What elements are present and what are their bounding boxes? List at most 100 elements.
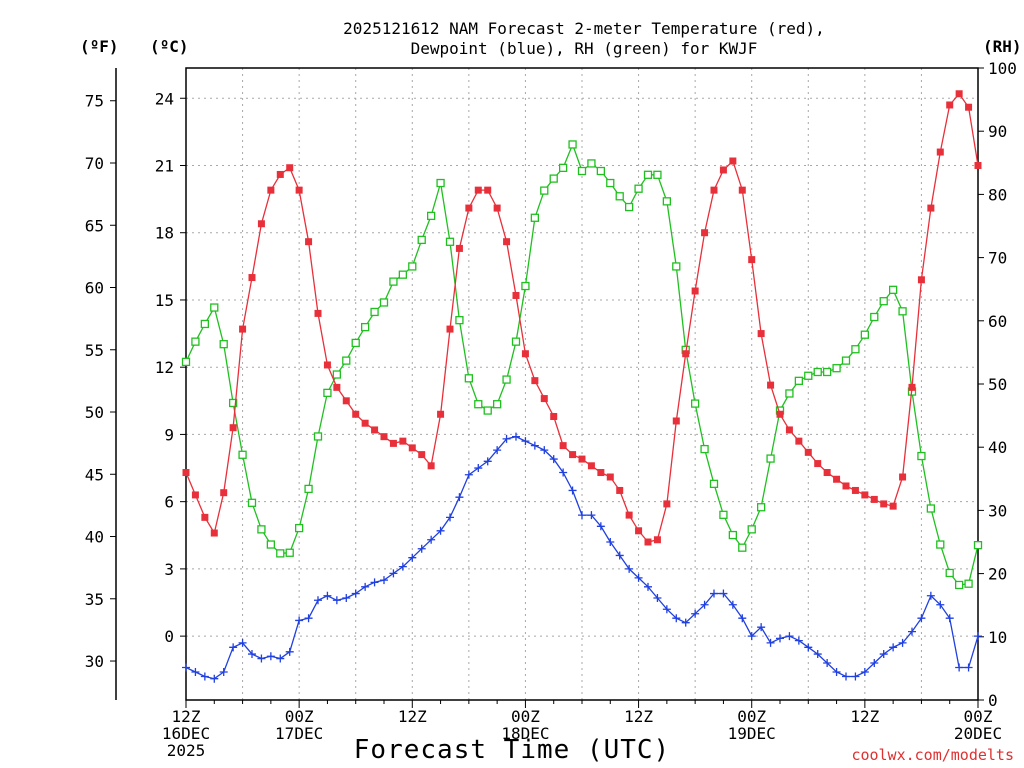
dewpoint-point	[898, 638, 907, 647]
dewpoint-point	[389, 569, 398, 578]
dewpoint-point	[304, 614, 313, 623]
dewpoint-line	[185, 436, 979, 680]
rh-point	[954, 580, 964, 590]
temperature-point	[936, 148, 944, 156]
temperature-point	[512, 291, 520, 299]
rh-point	[549, 174, 558, 183]
temperature-point	[408, 444, 416, 452]
rh-point	[398, 270, 408, 279]
rh-point	[379, 298, 389, 307]
temperature-point	[719, 166, 727, 174]
rh-tick-label: 70	[988, 249, 1007, 268]
rh-point	[766, 454, 775, 463]
rh-point	[936, 540, 945, 549]
rh-point	[426, 211, 436, 221]
fahrenheit-tick-label: 65	[85, 216, 104, 235]
dewpoint-point	[615, 551, 624, 560]
rh-point	[370, 307, 379, 317]
rh-tick-label: 60	[988, 312, 1007, 331]
dewpoint-point	[719, 589, 728, 598]
rh-point	[634, 184, 643, 193]
rh-point	[653, 170, 662, 179]
time-tick-label: 12Z	[398, 707, 427, 726]
temperature-point	[597, 469, 605, 477]
temperature-point	[550, 412, 558, 420]
dewpoint-point	[757, 623, 766, 632]
x-axis-label: Forecast Time (UTC)	[354, 735, 670, 765]
rh-point	[719, 510, 728, 519]
fahrenheit-tick-label: 40	[85, 528, 104, 547]
rh-point	[502, 375, 511, 384]
dewpoint-point	[578, 511, 586, 520]
dewpoint-point	[210, 674, 219, 683]
fahrenheit-axis: 30 35 40 45 50 55 60 65 70 75	[85, 92, 116, 671]
dewpoint-point	[540, 446, 549, 455]
dewpoint-point	[851, 672, 860, 681]
dewpoint-point	[889, 643, 898, 652]
temperature-point	[239, 325, 247, 333]
rh-point	[436, 178, 445, 188]
temperature-point	[578, 455, 586, 463]
celsius-tick-label: 15	[155, 291, 174, 310]
temperature-point	[729, 157, 737, 165]
grid-lines	[186, 68, 978, 700]
credit-text: coolwx.com/modelts	[851, 746, 1014, 764]
rh-point	[832, 364, 841, 373]
temperature-point	[333, 383, 341, 391]
rh-point	[511, 337, 521, 346]
temperature-point	[191, 491, 199, 499]
rh-point	[973, 541, 983, 550]
rh-point	[332, 370, 342, 379]
rh-point	[191, 337, 200, 346]
dewpoint-point	[832, 667, 841, 676]
temperature-point	[267, 186, 275, 194]
dewpoint-point	[455, 493, 464, 502]
temperature-point	[371, 426, 379, 434]
celsius-tick-label: 9	[164, 425, 174, 444]
dewpoint-point	[266, 652, 275, 661]
chart-title-line-2: Dewpoint (blue), RH (green) for KWJF	[411, 39, 758, 58]
dewpoint-point	[653, 594, 662, 603]
fahrenheit-tick-label: 75	[85, 92, 104, 111]
time-tick-label: 17DEC	[275, 724, 323, 743]
temperature-point	[965, 103, 973, 111]
dewpoint-point	[559, 468, 568, 477]
rh-axis-unit: (RH)	[983, 37, 1022, 56]
rh-tick-label: 10	[988, 628, 1007, 647]
time-tick-label: 19DEC	[728, 724, 776, 743]
rh-point	[643, 170, 653, 179]
temperature-point	[182, 469, 190, 477]
temperature-point	[767, 381, 775, 389]
temperature-point	[418, 451, 426, 459]
rh-point	[181, 357, 191, 367]
dewpoint-point	[295, 616, 304, 625]
rh-tick-label: 50	[988, 375, 1007, 394]
dewpoint-point	[625, 564, 634, 573]
temperature-point	[738, 186, 746, 194]
rh-point	[247, 498, 257, 507]
celsius-tick-label: 6	[164, 493, 174, 512]
celsius-tick-label: 0	[164, 627, 174, 646]
temperature-point	[229, 424, 237, 432]
dewpoint-point	[662, 605, 671, 614]
dewpoint-point	[842, 672, 850, 681]
dewpoint-point	[248, 650, 256, 659]
temperature-point	[625, 511, 633, 519]
temperature-point	[521, 350, 529, 358]
rh-point	[266, 540, 276, 549]
temperature-point	[427, 462, 435, 470]
rh-point	[606, 178, 615, 188]
axes	[115, 67, 979, 701]
temperature-point	[785, 426, 793, 434]
temperature-point	[361, 419, 369, 427]
dewpoint-point	[596, 522, 605, 531]
temperature-point	[804, 448, 812, 456]
rh-point	[587, 159, 596, 168]
rh-axis: 0 10 20 30 40 50 60 70 80 90 100	[978, 59, 1017, 710]
temperature-point	[484, 186, 492, 194]
rh-point	[756, 503, 766, 512]
rh-point	[945, 568, 954, 578]
celsius-tick-label: 18	[155, 224, 174, 243]
rh-point	[492, 400, 502, 409]
